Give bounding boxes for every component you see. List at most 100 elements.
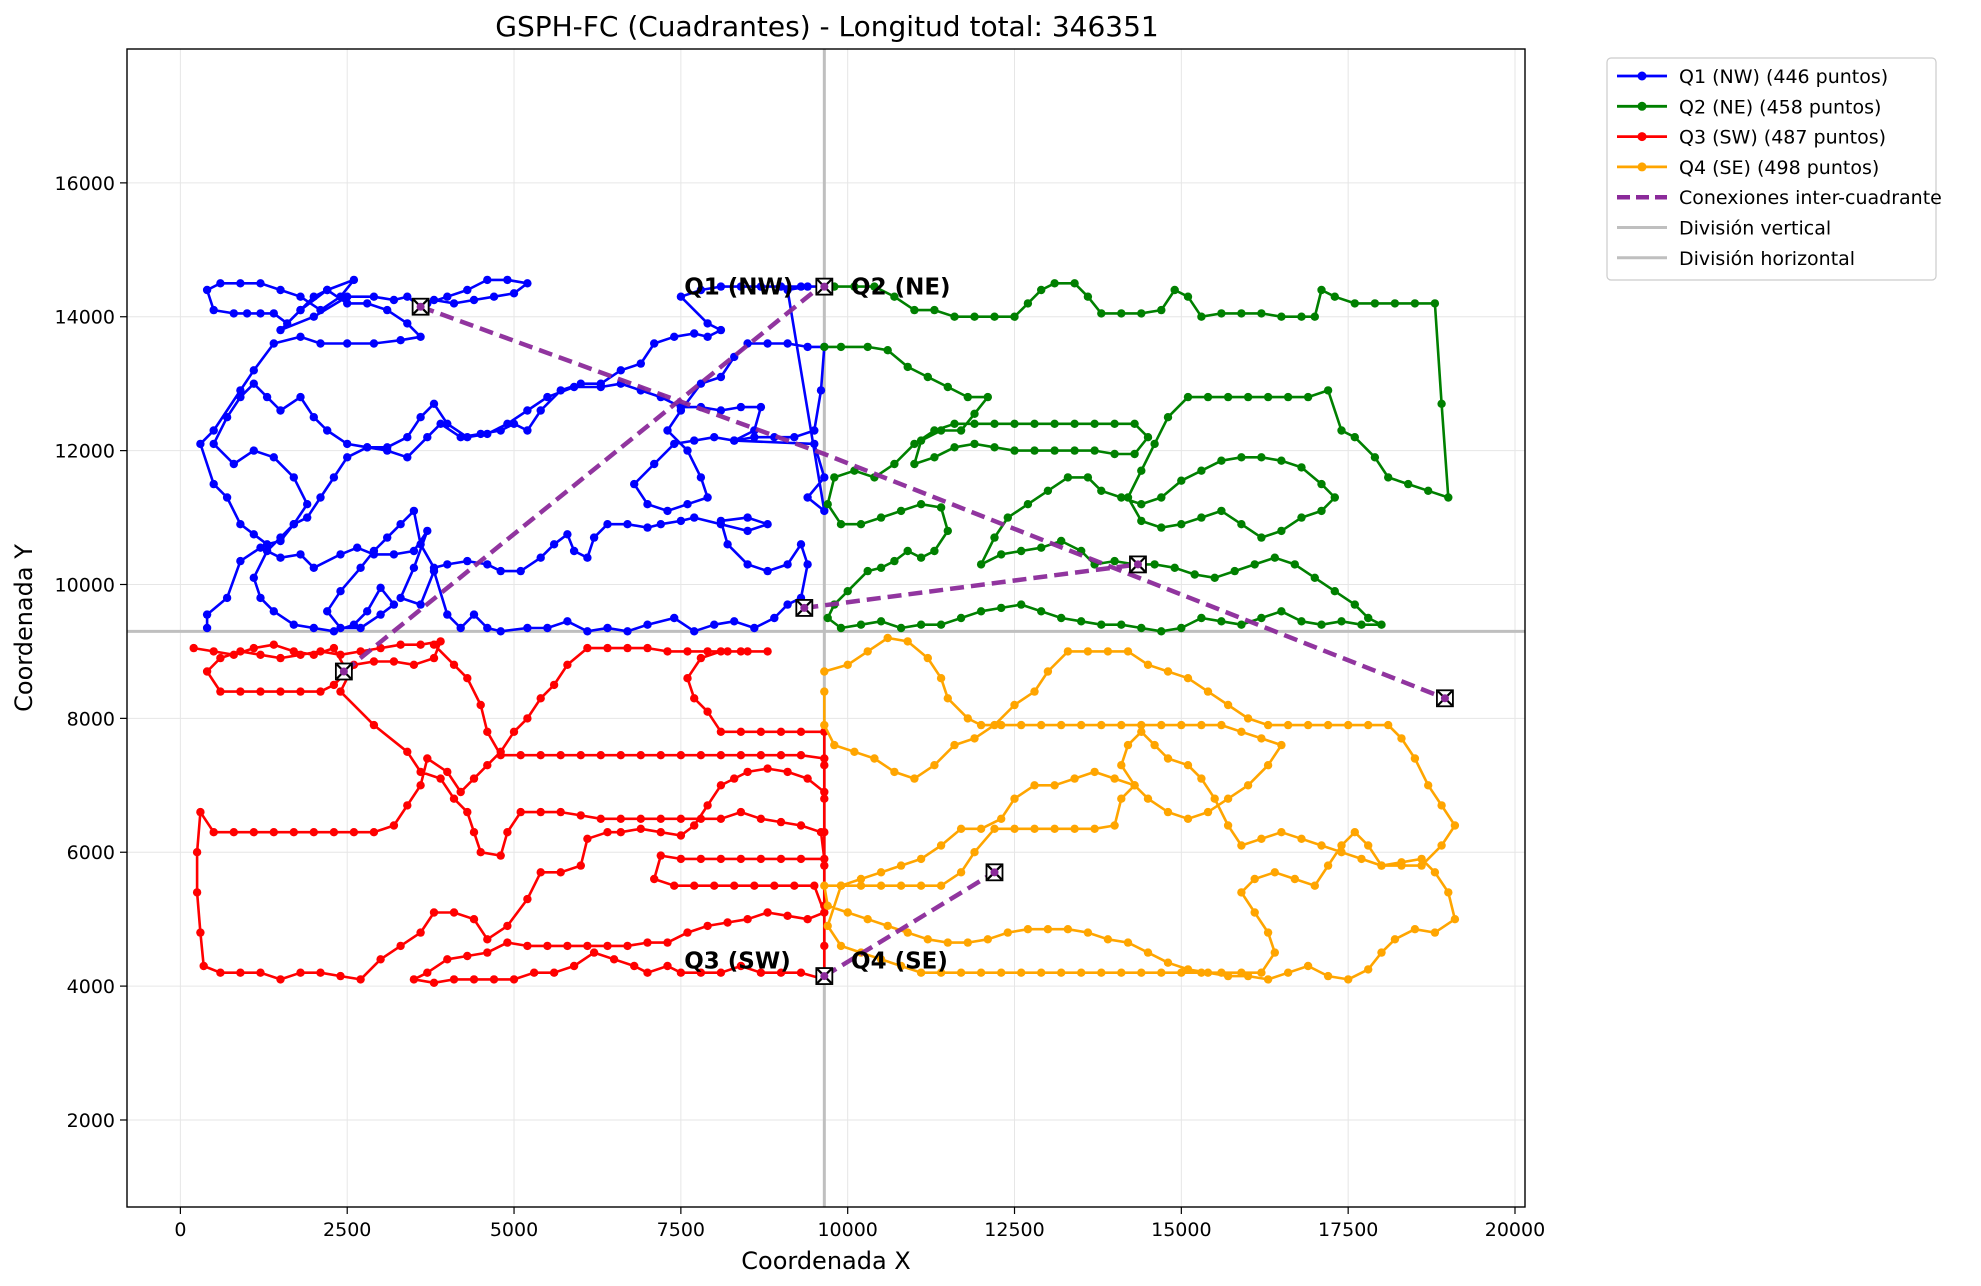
data-point	[656, 751, 665, 760]
data-point	[1137, 309, 1146, 318]
x-tick-label: 7500	[657, 1219, 705, 1241]
data-point	[690, 513, 699, 522]
data-point	[1257, 613, 1266, 623]
data-point	[736, 282, 746, 291]
data-point	[1323, 971, 1333, 981]
data-point	[556, 868, 565, 877]
data-point	[1010, 824, 1019, 833]
data-point	[997, 968, 1006, 977]
data-point	[1017, 546, 1026, 556]
data-point	[930, 305, 939, 315]
data-point	[1037, 543, 1046, 552]
data-point	[716, 325, 726, 335]
data-point	[276, 406, 285, 415]
data-point	[523, 426, 532, 435]
data-point	[376, 610, 385, 619]
data-point	[663, 506, 672, 516]
data-point	[1043, 667, 1053, 676]
data-point	[603, 828, 612, 837]
data-point	[1417, 861, 1426, 870]
connection-point	[800, 603, 809, 612]
data-point	[543, 941, 552, 951]
data-point	[1117, 720, 1126, 730]
data-point	[1137, 727, 1146, 736]
data-point	[383, 533, 392, 542]
data-point	[569, 382, 579, 392]
data-point	[323, 285, 332, 295]
data-point	[1017, 968, 1026, 977]
data-point	[1237, 309, 1246, 318]
data-point	[623, 941, 632, 951]
data-point	[296, 687, 305, 696]
data-point	[763, 647, 772, 656]
data-point	[820, 908, 829, 917]
data-point	[603, 520, 612, 529]
data-point	[1217, 506, 1226, 516]
legend-label: Q1 (NW) (446 puntos)	[1679, 66, 1888, 88]
data-point	[703, 493, 712, 502]
data-point	[1350, 600, 1360, 609]
data-point	[1097, 309, 1106, 318]
data-point	[436, 419, 445, 428]
data-point	[750, 433, 759, 442]
data-point	[463, 556, 472, 566]
data-point	[1183, 761, 1193, 770]
data-point	[656, 814, 665, 823]
data-point	[396, 593, 405, 603]
data-point	[820, 854, 829, 864]
quadrant-label: Q1 (NW)	[684, 275, 793, 301]
connection-point	[1440, 694, 1449, 703]
data-point	[403, 433, 412, 442]
y-axis-label: Coordenada Y	[10, 544, 38, 712]
data-point	[1157, 523, 1166, 532]
data-point	[1257, 834, 1266, 843]
data-point	[730, 774, 739, 783]
data-point	[409, 975, 419, 984]
data-point	[249, 530, 258, 539]
data-point	[276, 285, 285, 295]
data-point	[863, 566, 872, 576]
data-point	[523, 623, 532, 633]
data-point	[443, 610, 452, 619]
data-point	[316, 647, 325, 656]
data-point	[276, 553, 285, 562]
data-point	[563, 617, 572, 626]
connection-point	[416, 302, 425, 311]
data-point	[403, 453, 412, 462]
data-point	[1043, 486, 1053, 495]
data-point	[803, 282, 812, 291]
data-point	[503, 921, 512, 931]
data-point	[363, 607, 372, 616]
data-point	[1404, 479, 1413, 489]
data-point	[1297, 617, 1306, 626]
data-point	[489, 975, 499, 984]
data-point	[716, 520, 726, 529]
quadrant-labels: Q1 (NW) Q2 (NE) Q3 (SW) Q4 (SE)	[684, 275, 950, 975]
data-point	[1123, 938, 1133, 947]
data-point	[736, 807, 746, 817]
data-point	[436, 637, 445, 646]
data-point	[936, 620, 946, 629]
data-point	[736, 751, 746, 760]
data-point	[389, 657, 399, 666]
data-point	[876, 617, 886, 626]
data-point	[262, 546, 272, 556]
data-point	[1450, 915, 1460, 924]
data-point	[643, 620, 652, 629]
data-point	[1097, 968, 1106, 977]
data-point	[650, 339, 659, 348]
data-point	[256, 650, 265, 659]
data-point	[756, 968, 766, 977]
y-tick-label: 10000	[55, 574, 115, 596]
data-point	[1243, 971, 1253, 981]
data-point	[1110, 556, 1119, 566]
data-point	[363, 299, 372, 308]
data-point	[703, 921, 712, 931]
data-point	[356, 975, 365, 984]
data-point	[329, 627, 339, 636]
data-point	[416, 332, 425, 341]
quadrant-label: Q4 (SE)	[851, 949, 948, 975]
data-point	[656, 851, 665, 860]
data-point	[429, 563, 439, 572]
data-point	[589, 948, 599, 957]
